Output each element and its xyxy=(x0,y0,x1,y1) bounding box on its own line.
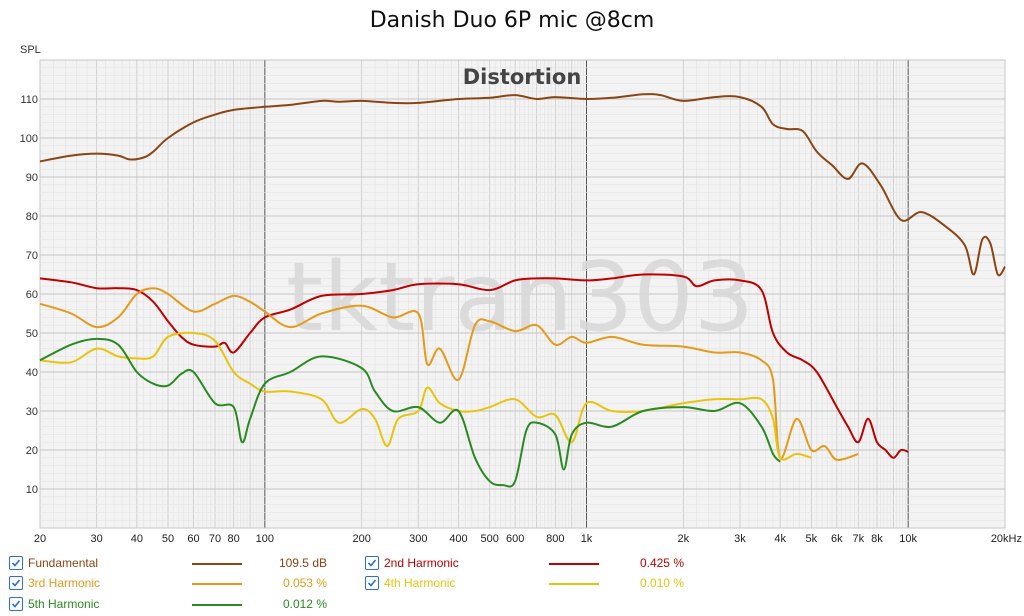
y-tick-label: 70 xyxy=(26,250,38,262)
x-tick-label: 20kHz xyxy=(991,533,1022,545)
fundamental-checkbox[interactable] xyxy=(9,556,23,570)
h4-label: 4th Harmonic xyxy=(384,576,456,590)
x-tick-label: 800 xyxy=(546,533,564,545)
x-tick-label: 70 xyxy=(209,533,221,545)
fundamental-series-line xyxy=(39,93,1006,277)
y-tick-label: 40 xyxy=(26,367,38,379)
y-tick-label: 50 xyxy=(26,328,38,340)
x-tick-label: 7k xyxy=(853,533,865,545)
3rd-harmonic-series-line xyxy=(39,287,859,461)
h5-value: 0.012 % xyxy=(282,597,327,611)
check-icon xyxy=(11,600,21,608)
x-tick-label: 50 xyxy=(162,533,174,545)
x-tick-label: 600 xyxy=(506,533,524,545)
x-tick-label: 100 xyxy=(256,533,274,545)
x-tick-label: 400 xyxy=(449,533,467,545)
2nd-harmonic-series-line xyxy=(39,273,909,459)
x-tick-label: 2k xyxy=(678,533,690,545)
h3-value: 0.053 % xyxy=(282,576,327,590)
x-tick-label: 3k xyxy=(734,533,746,545)
check-icon xyxy=(367,579,377,587)
fundamental-value: 109.5 dB xyxy=(278,556,327,570)
x-tick-labels: 20 30 40 50 60 70 80 100 200 300 400 500 600 800 1k 2k 3… xyxy=(34,533,1022,545)
h5-checkbox[interactable] xyxy=(9,597,23,611)
y-tick-labels: 10 20 30 40 50 60 70 80 90 100 110 xyxy=(20,94,38,496)
x-tick-label: 200 xyxy=(352,533,370,545)
h3-checkbox[interactable] xyxy=(9,576,23,590)
x-tick-label: 20 xyxy=(34,533,46,545)
x-tick-label: 5k xyxy=(806,533,818,545)
check-icon xyxy=(11,579,21,587)
check-icon xyxy=(367,559,377,567)
h3-swatch xyxy=(192,583,242,585)
5th-harmonic-series-line xyxy=(39,337,781,488)
plot-area: tktran303 Distortion SPL 10 20 30 40 50 60 70 8… xyxy=(20,44,1022,545)
h2-value: 0.425 % xyxy=(639,556,684,570)
fundamental-label: Fundamental xyxy=(28,556,99,570)
x-tick-label: 8k xyxy=(871,533,883,545)
h5-label: 5th Harmonic xyxy=(28,597,100,611)
h5-swatch xyxy=(192,604,242,606)
y-axis-label: SPL xyxy=(20,44,41,56)
h4-value: 0.010 % xyxy=(639,576,684,590)
x-tick-label: 60 xyxy=(187,533,199,545)
y-tick-label: 10 xyxy=(26,484,38,496)
watermark: tktran303 xyxy=(286,243,754,353)
h2-checkbox[interactable] xyxy=(365,556,379,570)
h4-swatch xyxy=(549,583,599,585)
h2-swatch xyxy=(549,563,599,565)
chart-title: Danish Duo 6P mic @8cm xyxy=(369,8,655,33)
h4-checkbox[interactable] xyxy=(365,576,379,590)
y-tick-label: 30 xyxy=(26,406,38,418)
chart-subtitle: Distortion xyxy=(463,65,582,89)
h3-label: 3rd Harmonic xyxy=(28,576,101,590)
y-tick-label: 110 xyxy=(20,94,38,106)
x-tick-label: 80 xyxy=(228,533,240,545)
y-tick-label: 100 xyxy=(20,133,38,145)
x-tick-label: 500 xyxy=(480,533,498,545)
x-tick-label: 30 xyxy=(91,533,103,545)
x-tick-label: 6k xyxy=(831,533,843,545)
y-tick-label: 60 xyxy=(26,289,38,301)
y-tick-label: 80 xyxy=(26,211,38,223)
4th-harmonic-series-line xyxy=(39,331,812,461)
x-tick-label: 10k xyxy=(899,533,917,545)
x-tick-label: 4k xyxy=(774,533,786,545)
y-tick-label: 90 xyxy=(26,172,38,184)
y-tick-label: 20 xyxy=(26,445,38,457)
fundamental-swatch xyxy=(192,563,242,565)
series-group xyxy=(39,93,1006,488)
x-tick-label: 40 xyxy=(131,533,143,545)
h2-label: 2nd Harmonic xyxy=(384,556,459,570)
check-icon xyxy=(11,559,21,567)
x-tick-label: 300 xyxy=(409,533,427,545)
x-tick-label: 1k xyxy=(581,533,593,545)
